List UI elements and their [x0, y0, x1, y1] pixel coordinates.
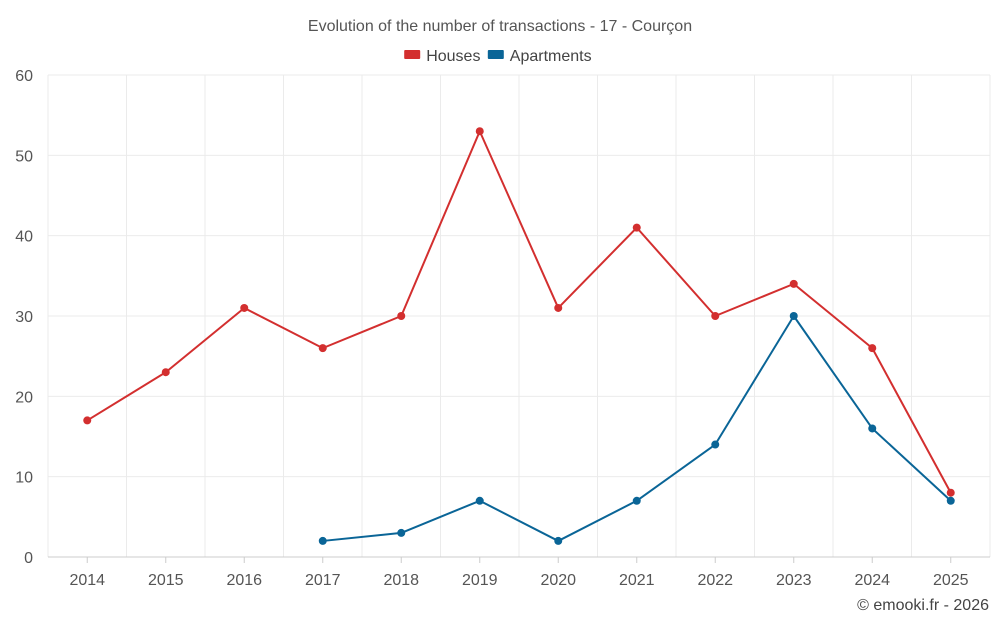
data-point-houses[interactable]: [554, 303, 563, 312]
legend-label: Houses: [426, 48, 480, 65]
x-tick-label: 2014: [69, 572, 105, 589]
data-point-houses[interactable]: [240, 303, 249, 312]
data-point-apartments[interactable]: [475, 496, 484, 505]
series-line-apartments: [322, 315, 952, 542]
data-point-houses[interactable]: [789, 279, 798, 288]
legend-label: Apartments: [510, 48, 592, 65]
y-tick-label: 0: [24, 550, 33, 567]
data-point-houses[interactable]: [632, 223, 641, 232]
legend-swatch: [487, 50, 504, 59]
legend-item-apartments[interactable]: Apartments: [487, 48, 592, 65]
data-point-apartments[interactable]: [789, 312, 798, 320]
chart-title: Evolution of the number of transactions …: [308, 18, 692, 35]
x-tick-label: 2018: [383, 572, 419, 589]
x-tick-label: 2025: [933, 572, 969, 589]
y-tick-label: 40: [15, 229, 33, 246]
x-tick-label: 2024: [854, 572, 890, 589]
data-point-houses[interactable]: [868, 344, 877, 353]
data-point-houses[interactable]: [83, 416, 92, 425]
data-point-houses[interactable]: [711, 312, 720, 320]
data-point-apartments[interactable]: [946, 496, 955, 505]
x-axis: 2014 2015 2016 2017 2018 2019 2020 2021 2022 2023…: [69, 557, 969, 589]
data-point-houses[interactable]: [946, 488, 955, 497]
series-houses: [83, 127, 955, 497]
data-point-apartments[interactable]: [711, 440, 720, 449]
data-point-apartments[interactable]: [397, 528, 406, 537]
x-tick-label: 2019: [462, 572, 498, 589]
data-point-houses[interactable]: [161, 368, 170, 377]
series-apartments: [318, 312, 955, 545]
x-tick-label: 2021: [619, 572, 655, 589]
y-tick-label: 60: [15, 68, 33, 85]
data-point-apartments[interactable]: [868, 424, 877, 433]
data-point-houses[interactable]: [397, 312, 406, 320]
credit-text: © emooki.fr - 2026: [857, 597, 989, 614]
x-tick-label: 2022: [697, 572, 733, 589]
y-tick-label: 20: [15, 389, 33, 406]
data-point-houses[interactable]: [475, 127, 484, 136]
x-tick-label: 2023: [776, 572, 812, 589]
legend-item-houses[interactable]: Houses: [404, 48, 480, 65]
x-tick-label: 2020: [540, 572, 576, 589]
y-tick-label: 50: [15, 148, 33, 165]
x-tick-label: 2016: [226, 572, 262, 589]
legend: Houses Apartments: [404, 48, 592, 65]
legend-swatch: [404, 50, 421, 59]
y-tick-label: 10: [15, 470, 33, 487]
data-point-apartments[interactable]: [632, 496, 641, 505]
series-layer: [83, 127, 955, 545]
y-tick-label: 30: [15, 309, 33, 326]
data-point-houses[interactable]: [318, 344, 327, 353]
data-point-apartments[interactable]: [318, 536, 327, 545]
data-point-apartments[interactable]: [554, 536, 563, 545]
grid: [47, 74, 991, 558]
series-line-houses: [86, 130, 952, 494]
x-tick-label: 2017: [305, 572, 341, 589]
x-tick-label: 2015: [148, 572, 184, 589]
y-axis: 0 10 20 30 40 50 60: [15, 68, 33, 567]
